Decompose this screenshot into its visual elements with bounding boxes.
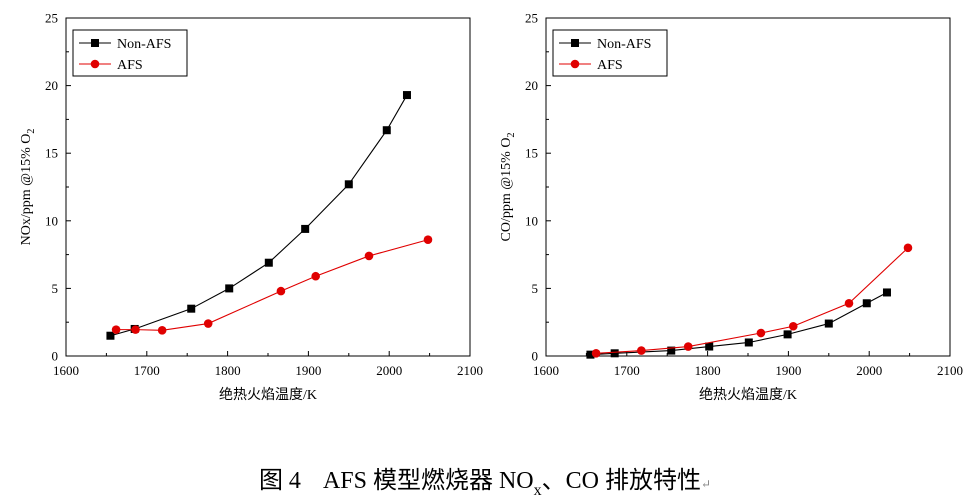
data-point-non-afs xyxy=(187,304,196,313)
data-point-afs xyxy=(683,342,693,351)
data-point-non-afs xyxy=(744,338,753,347)
data-point-non-afs xyxy=(225,284,234,293)
x-tick-label: 1800 xyxy=(695,363,721,378)
data-point-non-afs xyxy=(402,91,411,100)
data-point-afs xyxy=(311,271,320,281)
x-tick-label: 2100 xyxy=(457,363,483,378)
y-tick-label: 10 xyxy=(525,213,538,228)
data-point-non-afs xyxy=(586,350,595,359)
legend-box xyxy=(72,29,188,77)
data-point-afs xyxy=(788,321,798,331)
x-axis-title: 绝热火焰温度/K xyxy=(219,387,317,403)
data-point-afs xyxy=(276,286,286,296)
legend-label: Non-AFS xyxy=(597,37,651,52)
x-tick-label: 1700 xyxy=(134,363,160,378)
y-axis-title: NOx/ppm @15% O2 xyxy=(19,129,37,246)
series-line-afs xyxy=(116,239,429,331)
y-axis-title-main: NOx/ppm @15% O xyxy=(19,134,34,246)
data-point-afs xyxy=(637,346,646,355)
x-tick-label: 1600 xyxy=(53,363,79,378)
data-point-non-afs xyxy=(667,346,676,355)
x-tick-label: 1900 xyxy=(775,363,801,378)
x-tick-label: 2000 xyxy=(856,363,882,378)
data-point-non-afs xyxy=(862,299,871,308)
y-tick-label: 5 xyxy=(532,281,539,296)
caption-text: AFS 模型燃烧器 NO xyxy=(323,467,534,494)
data-point-non-afs xyxy=(344,180,353,189)
x-tick-label: 1900 xyxy=(295,363,321,378)
data-point-non-afs xyxy=(882,288,891,297)
caption-suffix: 、CO 排放特性 xyxy=(542,467,701,494)
y-axis-title: CO/ppm @15% O2 xyxy=(499,133,517,242)
data-point-non-afs xyxy=(705,342,714,351)
y-tick-label: 15 xyxy=(45,146,58,161)
y-axis-title-main: CO/ppm @15% O xyxy=(499,138,514,242)
y-tick-label: 15 xyxy=(525,146,538,161)
legend-marker xyxy=(570,59,580,69)
series-line-non-afs xyxy=(110,94,408,337)
legend-label: AFS xyxy=(597,58,623,73)
legend-label: Non-AFS xyxy=(117,37,171,52)
y-tick-label: 25 xyxy=(525,11,538,26)
legend: Non-AFS AFS xyxy=(72,29,188,77)
y-axis-title-subscript: 2 xyxy=(26,129,37,134)
figure-caption: 图 4 AFS 模型燃烧器 NOx、CO 排放特性↵ xyxy=(259,467,711,499)
co-chart: 1600 1700 1800 1900 2000 2100 0 5 10 15 20 25 绝热火焰温度… xyxy=(499,11,963,404)
series-line-non-afs xyxy=(590,291,888,356)
y-tick-label: 20 xyxy=(45,78,58,93)
x-tick-label: 2000 xyxy=(376,363,402,378)
x-tick-label: 1700 xyxy=(614,363,640,378)
legend: Non-AFS AFS xyxy=(552,29,668,77)
nox-chart: 1600 1700 1800 1900 2000 2100 0 5 10 15 20 25 绝热火焰温度… xyxy=(19,11,483,404)
legend-marker xyxy=(90,59,100,69)
legend-marker xyxy=(91,39,99,47)
data-point-non-afs xyxy=(264,258,273,267)
data-point-afs xyxy=(423,235,433,245)
legend-label: AFS xyxy=(117,58,143,73)
y-tick-label: 10 xyxy=(45,213,58,228)
caption-subscript: x xyxy=(534,482,542,499)
x-tick-label: 1600 xyxy=(533,363,559,378)
y-tick-label: 0 xyxy=(52,349,59,364)
data-point-non-afs xyxy=(382,126,391,135)
y-tick-label: 25 xyxy=(45,11,58,26)
series-line-afs xyxy=(596,247,909,354)
caption-prefix: 图 4 xyxy=(259,468,301,494)
data-point-afs xyxy=(131,325,140,334)
data-point-non-afs xyxy=(106,331,115,340)
data-point-afs xyxy=(844,298,854,308)
x-tick-label: 1800 xyxy=(215,363,241,378)
y-tick-label: 5 xyxy=(52,281,59,296)
data-point-afs xyxy=(111,325,121,334)
data-point-afs xyxy=(364,251,374,261)
caption-return-mark: ↵ xyxy=(701,477,711,491)
data-point-afs xyxy=(756,328,766,338)
data-point-afs xyxy=(157,326,167,335)
y-tick-label: 0 xyxy=(532,349,539,364)
y-tick-label: 20 xyxy=(525,78,538,93)
legend-box xyxy=(552,29,668,77)
legend-marker xyxy=(571,39,579,47)
data-point-non-afs xyxy=(783,330,792,339)
data-point-afs xyxy=(203,319,213,328)
data-point-non-afs xyxy=(824,319,833,328)
x-tick-label: 2100 xyxy=(937,363,963,378)
data-point-non-afs xyxy=(610,349,619,358)
data-point-afs xyxy=(903,243,913,253)
data-point-afs xyxy=(591,348,601,358)
data-point-non-afs xyxy=(301,224,310,233)
x-axis-title: 绝热火焰温度/K xyxy=(699,387,797,403)
y-axis-title-subscript: 2 xyxy=(506,133,517,138)
